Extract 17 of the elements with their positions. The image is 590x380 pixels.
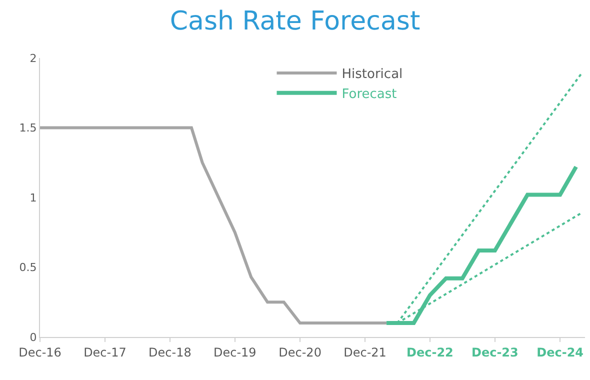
x-tick-label: Dec-23	[471, 345, 518, 360]
chart-title: Cash Rate Forecast	[170, 6, 420, 37]
y-tick-label: 1	[30, 191, 37, 204]
legend-label: Forecast	[342, 86, 397, 102]
x-tick-label: Dec-16	[18, 345, 62, 360]
y-tick-label: 2	[30, 52, 37, 65]
x-tick-label: Dec-24	[536, 345, 584, 360]
x-tick-label: Dec-21	[344, 345, 386, 360]
x-tick-label: Dec-17	[84, 345, 126, 360]
y-tick-label: 1.5	[19, 122, 37, 135]
x-tick-label: Dec-22	[406, 345, 454, 360]
x-tick-label: Dec-20	[278, 345, 322, 360]
x-tick-label: Dec-19	[213, 345, 256, 360]
x-tick-label: Dec-18	[148, 345, 192, 360]
y-tick-label: 0.5	[19, 261, 37, 274]
legend-label: Historical	[342, 67, 403, 82]
y-tick-label: 0	[30, 330, 37, 344]
